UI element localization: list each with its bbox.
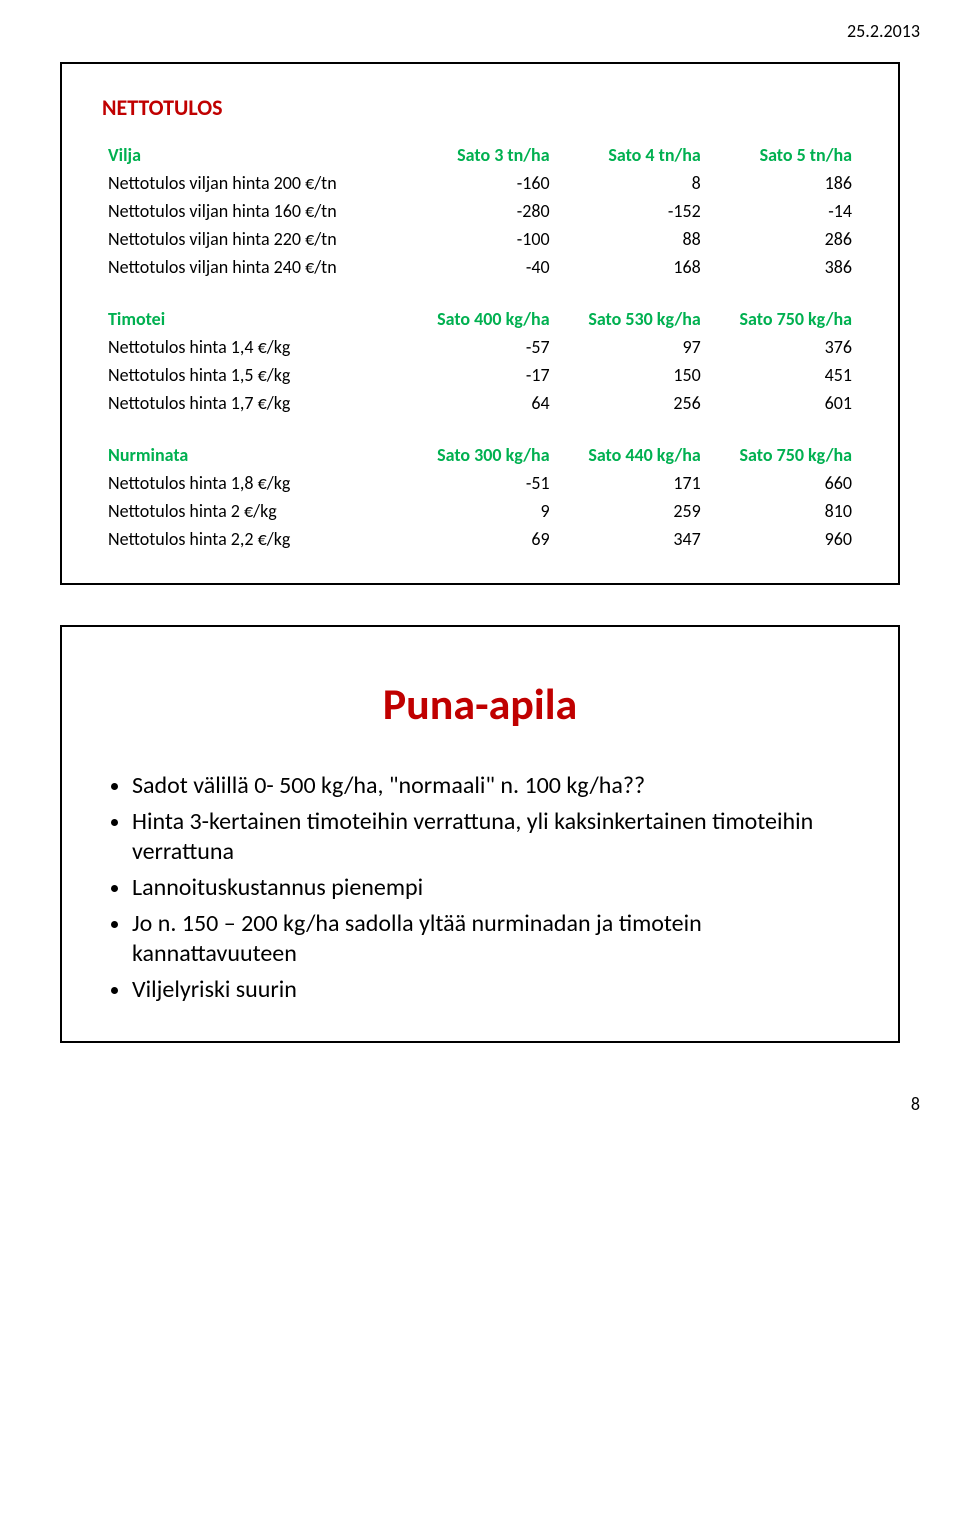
cell: 256 (556, 389, 707, 417)
col-label: Sato 750 kg/ha (707, 305, 858, 333)
list-item: Sadot välillä 0- 500 kg/ha, "normaali" n… (132, 771, 848, 801)
table-row: Nettotulos viljan hinta 160 €/tn-280-152… (102, 197, 858, 225)
table-row: Nettotulos hinta 1,8 €/kg-51171660 (102, 469, 858, 497)
table-row: Nettotulos hinta 2 €/kg9259810 (102, 497, 858, 525)
cell: Nettotulos viljan hinta 160 €/tn (102, 197, 404, 225)
cell: 660 (707, 469, 858, 497)
col-label: Vilja (102, 141, 404, 169)
table-row: Nettotulos viljan hinta 200 €/tn-1608186 (102, 169, 858, 197)
cell: -51 (404, 469, 555, 497)
cell: Nettotulos hinta 1,5 €/kg (102, 361, 404, 389)
col-label: Sato 4 tn/ha (556, 141, 707, 169)
list-item: Viljelyriski suurin (132, 975, 848, 1005)
table-header-row: Timotei Sato 400 kg/ha Sato 530 kg/ha Sa… (102, 305, 858, 333)
cell: 376 (707, 333, 858, 361)
cell: 186 (707, 169, 858, 197)
page-number: 8 (0, 1073, 960, 1145)
col-label: Sato 300 kg/ha (404, 441, 555, 469)
slide-puna-apila: Puna-apila Sadot välillä 0- 500 kg/ha, "… (60, 625, 900, 1043)
table-row: Nettotulos hinta 2,2 €/kg69347960 (102, 525, 858, 553)
cell: -57 (404, 333, 555, 361)
cell: 960 (707, 525, 858, 553)
cell: -100 (404, 225, 555, 253)
cell: -152 (556, 197, 707, 225)
list-item: Jo n. 150 – 200 kg/ha sadolla yltää nurm… (132, 909, 848, 969)
bullet-list: Sadot välillä 0- 500 kg/ha, "normaali" n… (112, 771, 848, 1005)
cell: 810 (707, 497, 858, 525)
slide2-title: Puna-apila (112, 677, 848, 731)
cell: 601 (707, 389, 858, 417)
col-label: Nurminata (102, 441, 404, 469)
table-row: Nettotulos hinta 1,7 €/kg64256601 (102, 389, 858, 417)
cell: 451 (707, 361, 858, 389)
table-row: Nettotulos hinta 1,4 €/kg-5797376 (102, 333, 858, 361)
cell: 386 (707, 253, 858, 281)
table-row: Nettotulos viljan hinta 240 €/tn-4016838… (102, 253, 858, 281)
cell: 168 (556, 253, 707, 281)
cell: 88 (556, 225, 707, 253)
cell: 286 (707, 225, 858, 253)
table-nurminata: Nurminata Sato 300 kg/ha Sato 440 kg/ha … (102, 441, 858, 553)
table-header-row: Vilja Sato 3 tn/ha Sato 4 tn/ha Sato 5 t… (102, 141, 858, 169)
table-timotei: Timotei Sato 400 kg/ha Sato 530 kg/ha Sa… (102, 305, 858, 417)
page-date: 25.2.2013 (0, 0, 960, 52)
cell: 69 (404, 525, 555, 553)
cell: Nettotulos viljan hinta 240 €/tn (102, 253, 404, 281)
cell: Nettotulos hinta 1,4 €/kg (102, 333, 404, 361)
cell: -280 (404, 197, 555, 225)
cell: Nettotulos viljan hinta 200 €/tn (102, 169, 404, 197)
cell: 64 (404, 389, 555, 417)
cell: Nettotulos hinta 1,7 €/kg (102, 389, 404, 417)
cell: Nettotulos hinta 2,2 €/kg (102, 525, 404, 553)
cell: 150 (556, 361, 707, 389)
table-vilja: Vilja Sato 3 tn/ha Sato 4 tn/ha Sato 5 t… (102, 141, 858, 281)
col-label: Sato 530 kg/ha (556, 305, 707, 333)
col-label: Sato 750 kg/ha (707, 441, 858, 469)
cell: -160 (404, 169, 555, 197)
cell: 259 (556, 497, 707, 525)
cell: Nettotulos hinta 2 €/kg (102, 497, 404, 525)
col-label: Sato 3 tn/ha (404, 141, 555, 169)
col-label: Sato 400 kg/ha (404, 305, 555, 333)
slide1-title: NETTOTULOS (102, 94, 858, 121)
table-header-row: Nurminata Sato 300 kg/ha Sato 440 kg/ha … (102, 441, 858, 469)
list-item: Lannoituskustannus pienempi (132, 873, 848, 903)
cell: 97 (556, 333, 707, 361)
list-item: Hinta 3-kertainen timoteihin verrattuna,… (132, 807, 848, 867)
table-row: Nettotulos hinta 1,5 €/kg-17150451 (102, 361, 858, 389)
cell: 171 (556, 469, 707, 497)
slide-nettotulos: NETTOTULOS Vilja Sato 3 tn/ha Sato 4 tn/… (60, 62, 900, 585)
cell: 8 (556, 169, 707, 197)
cell: Nettotulos hinta 1,8 €/kg (102, 469, 404, 497)
cell: 347 (556, 525, 707, 553)
cell: Nettotulos viljan hinta 220 €/tn (102, 225, 404, 253)
table-row: Nettotulos viljan hinta 220 €/tn-1008828… (102, 225, 858, 253)
col-label: Sato 5 tn/ha (707, 141, 858, 169)
cell: 9 (404, 497, 555, 525)
col-label: Timotei (102, 305, 404, 333)
cell: -40 (404, 253, 555, 281)
cell: -17 (404, 361, 555, 389)
col-label: Sato 440 kg/ha (556, 441, 707, 469)
cell: -14 (707, 197, 858, 225)
